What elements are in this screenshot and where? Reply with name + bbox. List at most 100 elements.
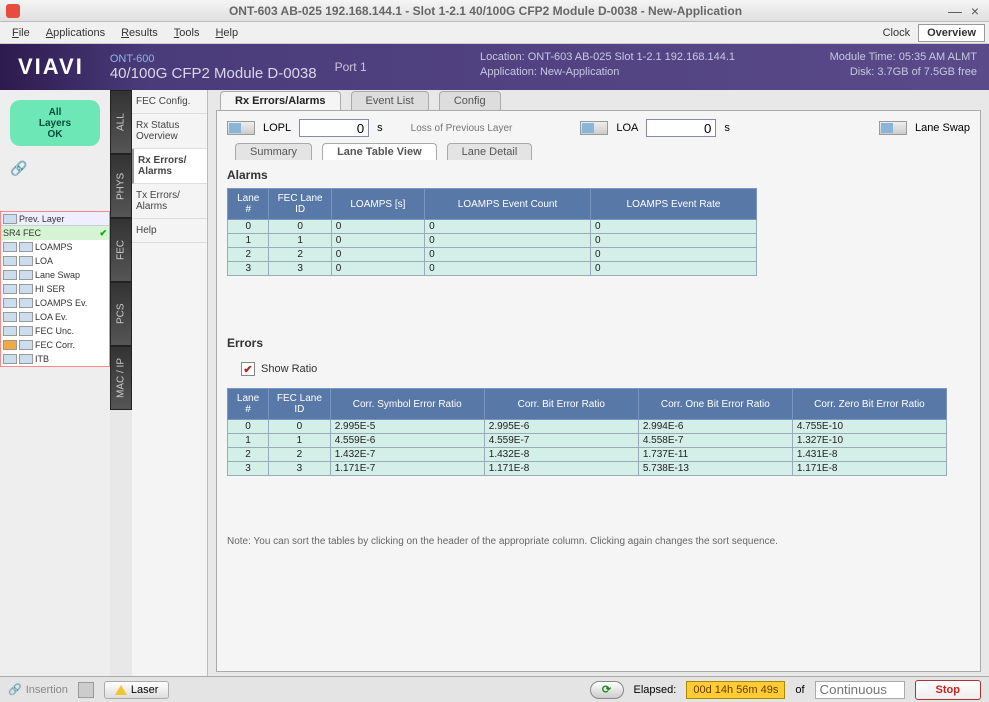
subnav-item[interactable]: Tx Errors/ Alarms	[132, 184, 207, 219]
indicator-icon	[3, 256, 17, 266]
column-header[interactable]: FEC Lane ID	[269, 389, 331, 420]
main-tab[interactable]: Event List	[351, 91, 429, 110]
column-header[interactable]: Corr. Bit Error Ratio	[484, 389, 638, 420]
table-row: 114.559E-64.559E-74.558E-71.327E-10	[228, 434, 947, 448]
layer-row[interactable]: LOA	[1, 254, 109, 268]
indicator-icon	[19, 256, 33, 266]
sort-note: Note: You can sort the tables by clickin…	[227, 536, 970, 547]
banner-location-block: Location: ONT-603 AB-025 Slot 1-2.1 192.…	[480, 50, 735, 80]
layer-row[interactable]: LOAMPS Ev.	[1, 296, 109, 310]
subtab[interactable]: Lane Detail	[447, 143, 533, 160]
continuous-input[interactable]	[815, 681, 905, 699]
indicator-icon	[3, 340, 17, 350]
column-header[interactable]: Corr. Symbol Error Ratio	[330, 389, 484, 420]
device-series: ONT-600	[110, 53, 317, 65]
vtab-phys[interactable]: PHYS	[110, 154, 132, 218]
warning-icon	[115, 685, 127, 695]
subnav-item[interactable]: Rx Errors/ Alarms	[132, 149, 207, 184]
column-header[interactable]: LOAMPS [s]	[331, 189, 424, 220]
layer-row[interactable]: FEC Corr.	[1, 338, 109, 352]
layer-row[interactable]: ITB	[1, 352, 109, 366]
column-header[interactable]: FEC Lane ID	[269, 189, 331, 220]
column-header[interactable]: LOAMPS Event Rate	[591, 189, 757, 220]
indicator-icon	[3, 270, 17, 280]
column-header[interactable]: LOAMPS Event Count	[425, 189, 591, 220]
show-ratio-checkbox[interactable]: ✔	[241, 362, 255, 376]
link-small-icon: 🔗	[8, 683, 22, 696]
vendor-logo: VIAVI	[0, 54, 102, 80]
app-icon	[6, 4, 20, 18]
overview-button[interactable]: Overview	[918, 24, 985, 42]
loa-toggle[interactable]	[580, 121, 608, 135]
stop-button[interactable]: Stop	[915, 680, 981, 700]
indicator-icon	[19, 312, 33, 322]
indicator-icon	[3, 354, 17, 364]
elapsed-value: 00d 14h 56m 49s	[686, 681, 785, 699]
refresh-button[interactable]: ⟳	[590, 681, 624, 699]
laser-button[interactable]: Laser	[104, 681, 170, 699]
errors-title: Errors	[227, 336, 970, 350]
lopl-input[interactable]	[299, 119, 369, 137]
loa-unit: s	[724, 122, 730, 134]
layer-row[interactable]: FEC Unc.	[1, 324, 109, 338]
layer-row[interactable]: HI SER	[1, 282, 109, 296]
device-block: ONT-600 40/100G CFP2 Module D-0038	[102, 53, 317, 82]
column-header[interactable]: Corr. One Bit Error Ratio	[638, 389, 792, 420]
table-row: 002.995E-52.995E-62.994E-64.755E-10	[228, 420, 947, 434]
window-title: ONT-603 AB-025 192.168.144.1 - Slot 1-2.…	[28, 4, 943, 18]
layer-row[interactable]: LOAMPS	[1, 240, 109, 254]
menu-applications[interactable]: Applications	[38, 25, 113, 41]
layers-status-pill[interactable]: All Layers OK	[10, 100, 100, 146]
table-row: 11000	[228, 234, 757, 248]
loa-input[interactable]	[646, 119, 716, 137]
port-label: Port 1	[335, 60, 367, 74]
column-header[interactable]: Corr. Zero Bit Error Ratio	[792, 389, 946, 420]
indicator-icon	[3, 298, 17, 308]
copy-icon[interactable]	[78, 682, 94, 698]
main-area: Rx Errors/Alarms Event List Config LOPL s …	[208, 90, 989, 676]
lopl-toggle[interactable]	[227, 121, 255, 135]
main-tab[interactable]: Config	[439, 91, 501, 110]
subtab[interactable]: Summary	[235, 143, 312, 160]
subnav-item[interactable]: FEC Config.	[132, 90, 207, 114]
param-row: LOPL s Loss of Previous Layer LOA s Lane…	[227, 119, 970, 137]
left-column: All Layers OK 🔗 Prev. Layer SR4 FEC ✔ LO…	[0, 90, 110, 676]
main-tab[interactable]: Rx Errors/Alarms	[220, 91, 341, 110]
banner-status-block: Module Time: 05:35 AM ALMT Disk: 3.7GB o…	[830, 50, 977, 80]
of-label: of	[795, 684, 804, 696]
link-icon: 🔗	[10, 160, 100, 177]
vtab-pcs[interactable]: PCS	[110, 282, 132, 346]
indicator-icon	[3, 312, 17, 322]
table-row: 221.432E-71.432E-81.737E-111.431E-8	[228, 448, 947, 462]
subtab[interactable]: Lane Table View	[322, 143, 437, 160]
minimize-button[interactable]: —	[947, 3, 963, 19]
menu-results[interactable]: Results	[113, 25, 166, 41]
banner: VIAVI ONT-600 40/100G CFP2 Module D-0038…	[0, 44, 989, 90]
indicator-icon	[19, 284, 33, 294]
column-header[interactable]: Lane #	[228, 189, 269, 220]
layers-prev-header[interactable]: Prev. Layer	[1, 212, 109, 226]
errors-table: Lane #FEC Lane IDCorr. Symbol Error Rati…	[227, 388, 947, 476]
close-button[interactable]: ×	[967, 3, 983, 19]
layer-active-row[interactable]: SR4 FEC ✔	[1, 226, 109, 240]
column-header[interactable]: Lane #	[228, 389, 269, 420]
indicator-icon	[3, 326, 17, 336]
indicator-icon	[19, 340, 33, 350]
menu-clock[interactable]: Clock	[875, 25, 919, 41]
alarms-section: Alarms Lane #FEC Lane IDLOAMPS [s]LOAMPS…	[227, 168, 970, 276]
menu-tools[interactable]: Tools	[166, 25, 208, 41]
insertion-indicator: 🔗 Insertion	[8, 683, 68, 696]
menu-file[interactable]: File	[4, 25, 38, 41]
vtab-macip[interactable]: MAC / IP	[110, 346, 132, 410]
vtab-fec[interactable]: FEC	[110, 218, 132, 282]
table-row: 22000	[228, 248, 757, 262]
indicator-icon	[3, 242, 17, 252]
layer-row[interactable]: Lane Swap	[1, 268, 109, 282]
subnav-item[interactable]: Rx Status Overview	[132, 114, 207, 149]
subnav: FEC Config.Rx Status OverviewRx Errors/ …	[132, 90, 208, 676]
subnav-item[interactable]: Help	[132, 219, 207, 243]
laneswap-toggle[interactable]	[879, 121, 907, 135]
layer-row[interactable]: LOA Ev.	[1, 310, 109, 324]
menu-help[interactable]: Help	[207, 25, 246, 41]
vtab-all[interactable]: ALL	[110, 90, 132, 154]
